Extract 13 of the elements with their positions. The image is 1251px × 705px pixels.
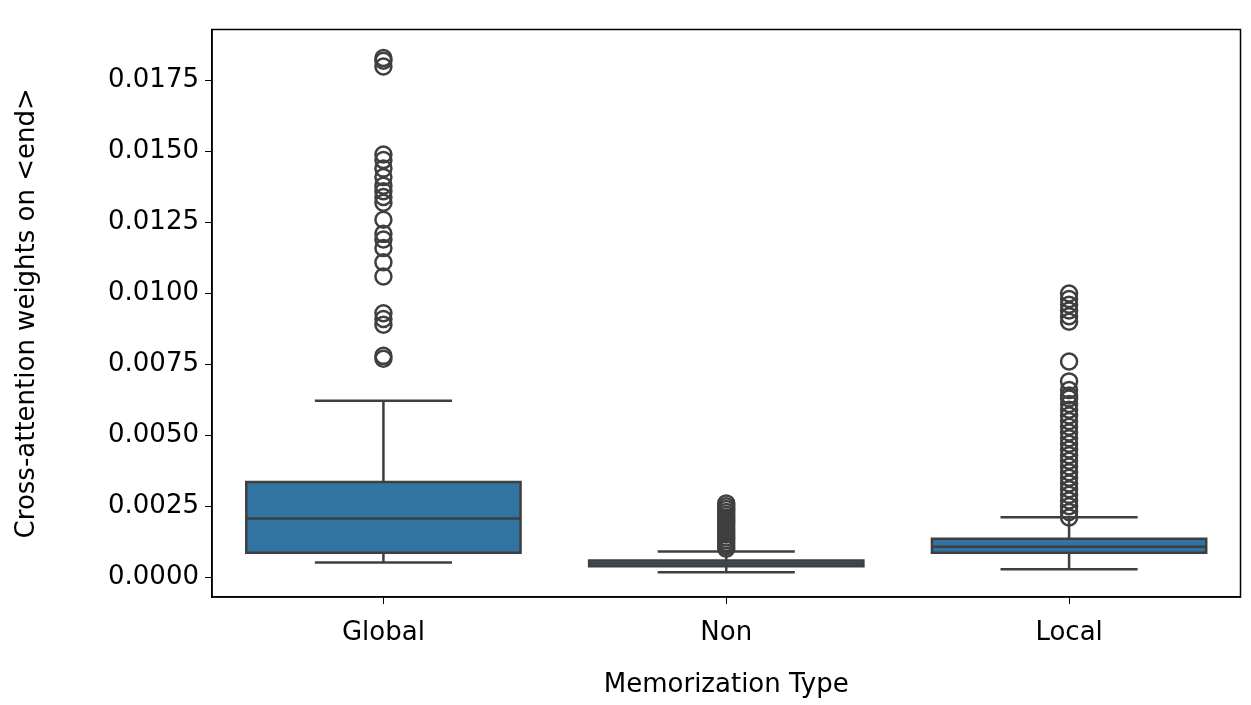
y-tick-label: 0.0175 [108,63,199,94]
x-axis-title: Memorization Type [603,668,849,699]
y-tick-label: 0.0100 [108,276,199,307]
x-tick-label: Local [1035,616,1103,647]
y-tick-label: 0.0025 [108,488,199,519]
y-tick-label: 0.0000 [108,559,199,590]
y-tick-label: 0.0050 [108,418,199,449]
x-tick-label: Global [341,616,425,647]
y-axis-title: Cross-attention weights on <end> [10,88,41,539]
y-tick-label: 0.0075 [108,347,199,378]
y-tick-label: 0.0150 [108,134,199,165]
y-tick-label: 0.0125 [108,205,199,236]
x-tick-label: Non [700,616,753,647]
